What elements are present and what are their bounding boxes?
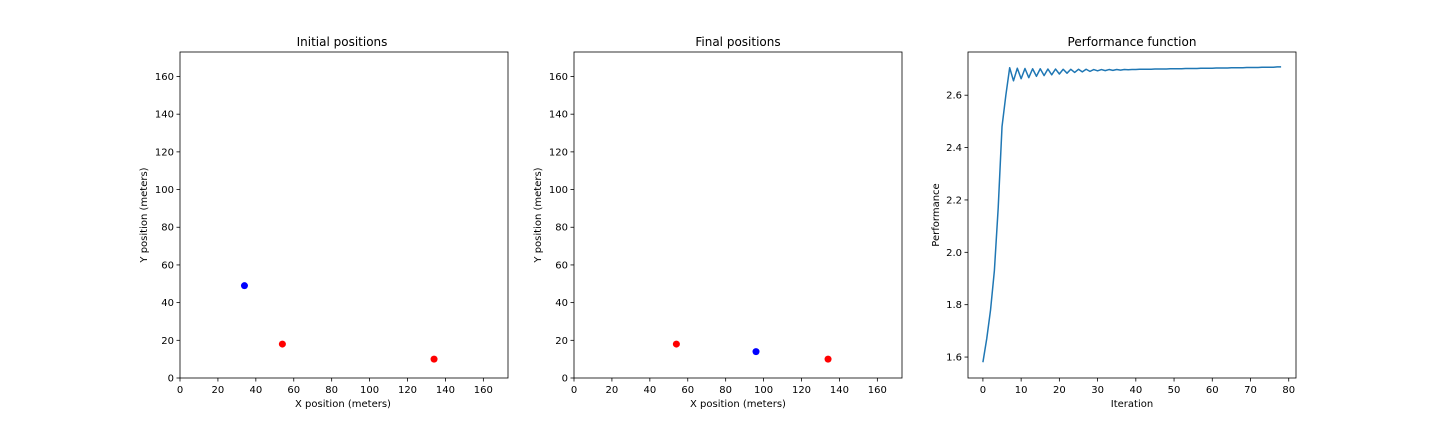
y-tick-label: 1.6 xyxy=(946,353,962,364)
y-tick-label: 60 xyxy=(555,260,568,271)
x-axis-label: Iteration xyxy=(1111,399,1153,410)
y-tick-label: 160 xyxy=(549,72,568,83)
y-tick-label: 80 xyxy=(161,223,174,234)
x-tick-label: 100 xyxy=(754,385,773,396)
scatter-point xyxy=(240,282,248,290)
y-tick-label: 2.2 xyxy=(946,195,962,206)
panel-title: Performance function xyxy=(1068,35,1197,49)
x-tick-label: 0 xyxy=(177,385,183,396)
y-tick-label: 120 xyxy=(155,147,174,158)
x-tick-label: 70 xyxy=(1244,385,1257,396)
scatter-point xyxy=(278,340,286,348)
x-tick-label: 20 xyxy=(212,385,225,396)
mark-layer xyxy=(982,66,1282,363)
mark-layer xyxy=(240,282,438,363)
plot-frame xyxy=(967,51,1297,379)
x-tick-label: 30 xyxy=(1091,385,1104,396)
panel-final-positions: Final positions X position (meters) Y po… xyxy=(533,35,903,410)
panel-performance-function: Performance function Iteration Performan… xyxy=(931,35,1297,410)
x-tick-label: 160 xyxy=(868,385,887,396)
y-axis-label: Performance xyxy=(931,183,942,246)
plot-frame xyxy=(573,51,903,379)
tick-layer: 0 10 20 30 40 50 60 70 80 1.6 1.8 2.0 2.2 2.4 2.6 xyxy=(946,91,1295,396)
y-tick-label: 100 xyxy=(155,185,174,196)
y-tick-label: 140 xyxy=(549,110,568,121)
y-tick-label: 2.4 xyxy=(946,143,962,154)
panel-title: Final positions xyxy=(695,35,780,49)
y-tick-label: 20 xyxy=(161,336,174,347)
y-tick-label: 20 xyxy=(555,336,568,347)
y-tick-label: 2.0 xyxy=(946,248,962,259)
y-axis-label: Y position (meters) xyxy=(139,167,150,263)
panel-initial-positions: Initial positions X position (meters) Y … xyxy=(139,35,509,410)
y-tick-label: 0 xyxy=(562,374,568,385)
x-tick-label: 20 xyxy=(1053,385,1066,396)
x-tick-label: 60 xyxy=(681,385,694,396)
mark-layer xyxy=(672,340,832,363)
y-tick-label: 40 xyxy=(161,298,174,309)
x-tick-label: 80 xyxy=(719,385,732,396)
y-tick-label: 0 xyxy=(168,374,174,385)
series-line xyxy=(982,66,1282,363)
y-tick-label: 2.6 xyxy=(946,91,962,102)
x-tick-label: 40 xyxy=(1129,385,1142,396)
x-tick-label: 140 xyxy=(830,385,849,396)
scatter-point xyxy=(430,355,438,363)
y-tick-label: 120 xyxy=(549,147,568,158)
y-tick-label: 1.8 xyxy=(946,300,962,311)
x-tick-label: 40 xyxy=(249,385,262,396)
tick-layer: 0 20 40 60 80 100 120 140 160 0 20 40 60 80 100 120 140 1… xyxy=(155,72,493,396)
scatter-point xyxy=(752,348,760,356)
x-tick-label: 0 xyxy=(980,385,986,396)
x-tick-label: 140 xyxy=(436,385,455,396)
scatter-point xyxy=(824,355,832,363)
x-tick-label: 80 xyxy=(325,385,338,396)
panel-title: Initial positions xyxy=(297,35,388,49)
scatter-point xyxy=(672,340,680,348)
plot-frame xyxy=(179,51,509,379)
x-tick-label: 50 xyxy=(1168,385,1181,396)
y-tick-label: 140 xyxy=(155,110,174,121)
y-tick-label: 80 xyxy=(555,223,568,234)
x-tick-label: 20 xyxy=(606,385,619,396)
x-axis-label: X position (meters) xyxy=(690,399,786,410)
x-tick-label: 80 xyxy=(1282,385,1295,396)
y-tick-label: 160 xyxy=(155,72,174,83)
x-tick-label: 160 xyxy=(474,385,493,396)
x-tick-label: 120 xyxy=(398,385,417,396)
y-tick-label: 100 xyxy=(549,185,568,196)
x-tick-label: 60 xyxy=(287,385,300,396)
y-tick-label: 40 xyxy=(555,298,568,309)
x-tick-label: 40 xyxy=(643,385,656,396)
x-axis-label: X position (meters) xyxy=(295,399,391,410)
y-tick-label: 60 xyxy=(161,260,174,271)
x-tick-label: 0 xyxy=(571,385,577,396)
y-axis-label: Y position (meters) xyxy=(533,167,544,263)
tick-layer: 0 20 40 60 80 100 120 140 160 0 20 40 60 80 100 120 140 1… xyxy=(549,72,887,396)
x-tick-label: 60 xyxy=(1206,385,1219,396)
x-tick-label: 120 xyxy=(792,385,811,396)
x-tick-label: 100 xyxy=(360,385,379,396)
x-tick-label: 10 xyxy=(1015,385,1028,396)
